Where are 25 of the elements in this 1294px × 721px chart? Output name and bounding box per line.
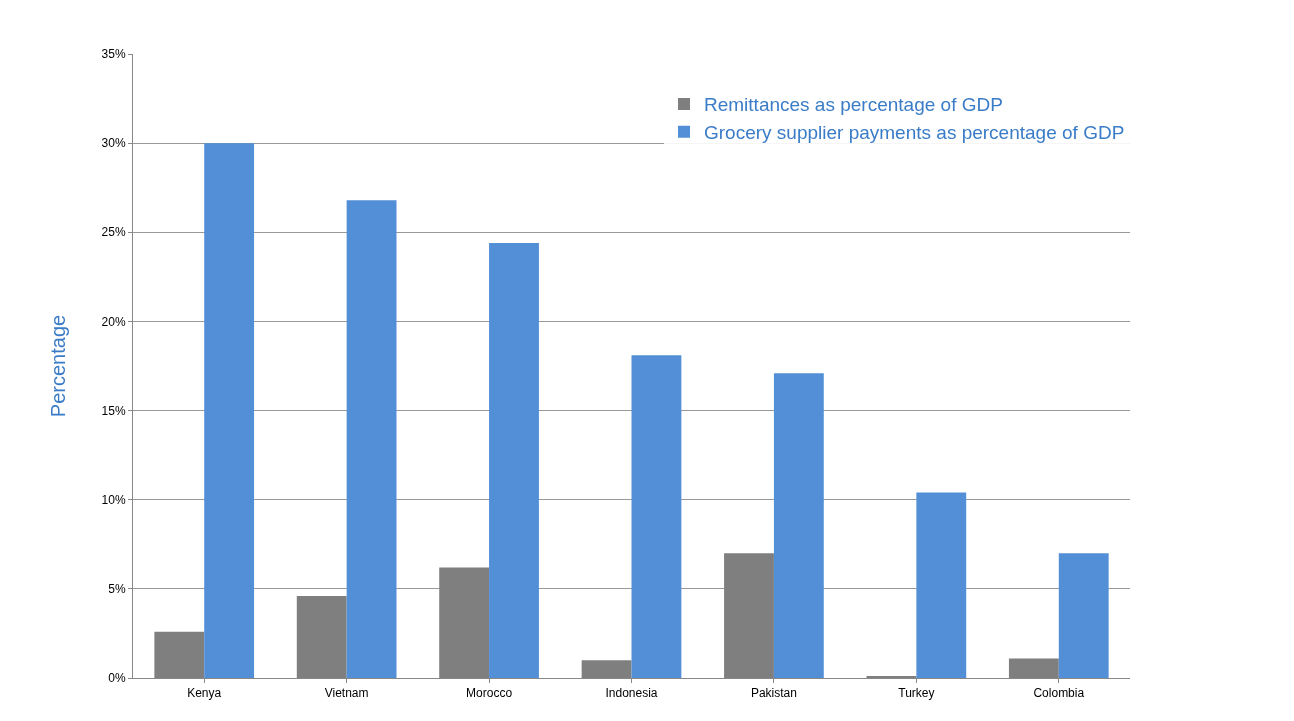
y-tick-label: 0% xyxy=(108,671,126,686)
y-tick-label: 35% xyxy=(101,47,126,62)
y-tick-label: 30% xyxy=(101,136,126,151)
x-tick-label: Pakistan xyxy=(750,686,797,701)
y-tick-label: 25% xyxy=(101,225,126,240)
y-tick-label: 10% xyxy=(101,492,126,507)
bar xyxy=(773,373,824,678)
x-tick-label: Kenya xyxy=(187,686,222,701)
y-tick-label: 5% xyxy=(108,582,126,597)
x-tick-label: Colombia xyxy=(1033,686,1085,701)
legend-label: Remittances as percentage of GDP xyxy=(704,94,1003,116)
x-tick-label: Vietnam xyxy=(324,686,369,701)
x-tick-label: Indonesia xyxy=(605,686,658,701)
bar xyxy=(916,492,967,678)
bar xyxy=(1058,553,1109,678)
y-tick-label: 20% xyxy=(101,314,126,329)
x-tick-label: Turkey xyxy=(898,686,935,701)
bar xyxy=(204,143,255,678)
bar xyxy=(346,200,397,678)
bar xyxy=(631,355,682,678)
bar xyxy=(489,242,539,678)
y-axis-title: Percentage xyxy=(47,314,70,418)
y-tick-label: 15% xyxy=(101,403,126,418)
x-tick-label: Morocco xyxy=(466,686,513,701)
legend-label: Grocery supplier payments as percentage of GDP xyxy=(704,122,1125,144)
